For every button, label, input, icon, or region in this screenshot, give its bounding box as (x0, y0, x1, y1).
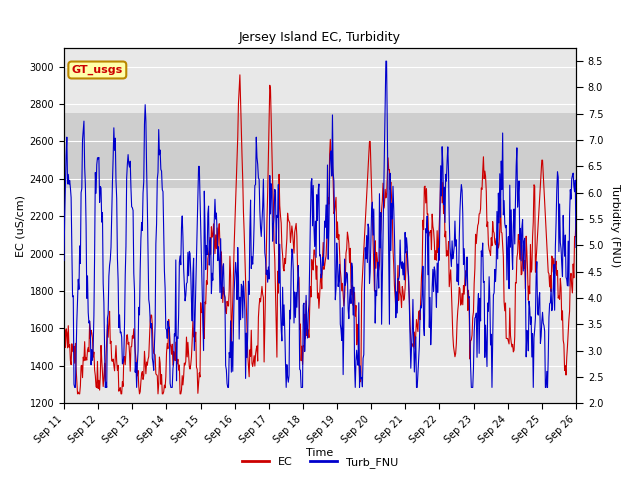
Bar (64, 113, 576, 188)
Y-axis label: EC (uS/cm): EC (uS/cm) (15, 194, 26, 257)
Legend: EC, Turb_FNU: EC, Turb_FNU (237, 452, 403, 472)
Y-axis label: Turbidity (FNU): Turbidity (FNU) (610, 184, 620, 267)
Title: Jersey Island EC, Turbidity: Jersey Island EC, Turbidity (239, 31, 401, 44)
X-axis label: Time: Time (307, 447, 333, 457)
Text: GT_usgs: GT_usgs (72, 65, 123, 75)
